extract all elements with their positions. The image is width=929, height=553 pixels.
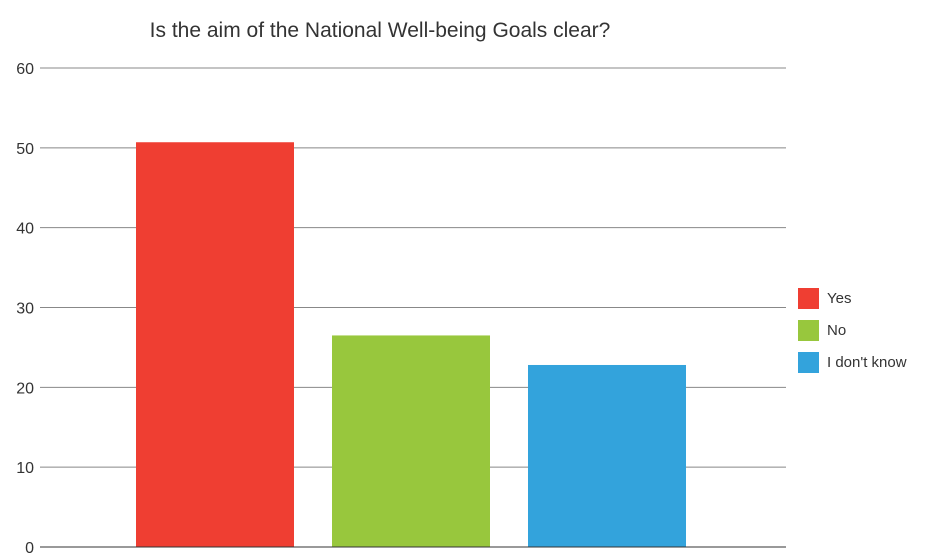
y-axis-tick-labels: 0 10 20 30 40 50 60: [16, 61, 34, 553]
bar: [136, 142, 294, 547]
legend-swatch: [798, 288, 819, 309]
legend-swatch: [798, 320, 819, 341]
y-tick-label: 40: [16, 221, 34, 238]
y-tick-label: 10: [16, 460, 34, 477]
legend-swatch: [798, 352, 819, 373]
bar: [332, 335, 490, 547]
legend-label: Yes: [827, 290, 851, 307]
y-tick-label: 20: [16, 380, 34, 397]
bar: [528, 364, 686, 547]
y-tick-label: 30: [16, 301, 34, 318]
y-tick-label: 0: [25, 540, 34, 553]
bars: [136, 142, 686, 547]
legend: Yes No I don't know: [798, 288, 907, 373]
y-tick-label: 60: [16, 61, 34, 78]
legend-label: No: [827, 322, 846, 339]
chart-title: Is the aim of the National Well-being Go…: [150, 19, 611, 42]
legend-label: I don't know: [827, 354, 907, 371]
y-tick-label: 50: [16, 141, 34, 158]
